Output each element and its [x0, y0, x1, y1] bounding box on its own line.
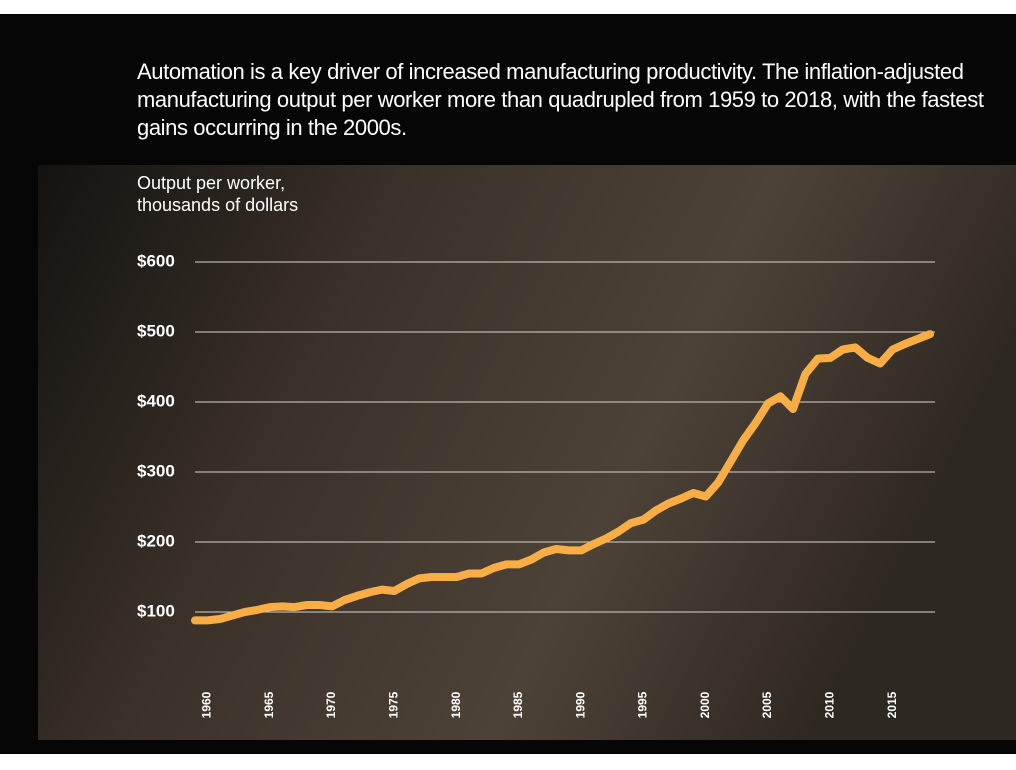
x-tick-label: 1985	[511, 691, 525, 718]
y-tick-label: $300	[137, 461, 175, 480]
photo-backdrop	[38, 165, 1016, 740]
y-tick-label: $600	[137, 251, 175, 270]
y-axis-label: Output per worker, thousands of dollars	[137, 173, 299, 215]
x-tick-label: 1975	[386, 691, 400, 718]
x-tick-label: 1965	[262, 691, 276, 718]
x-tick-label: 2010	[823, 691, 837, 718]
chart-title: Automation is a key driver of increased …	[137, 59, 984, 140]
x-tick-label: 2015	[885, 691, 899, 718]
y-tick-label: $100	[137, 601, 175, 620]
x-tick-label: 1970	[324, 691, 338, 718]
x-tick-label: 1990	[573, 691, 587, 718]
x-tick-label: 2005	[760, 691, 774, 718]
x-tick-label: 1960	[200, 691, 214, 718]
x-tick-label: 1995	[636, 691, 650, 718]
data-line	[191, 330, 934, 625]
y-tick-label: $500	[137, 321, 175, 340]
x-tick-label: 2000	[698, 691, 712, 718]
y-tick-label: $200	[137, 531, 175, 550]
y-tick-label: $400	[137, 391, 175, 410]
x-tick-label: 1980	[449, 691, 463, 718]
